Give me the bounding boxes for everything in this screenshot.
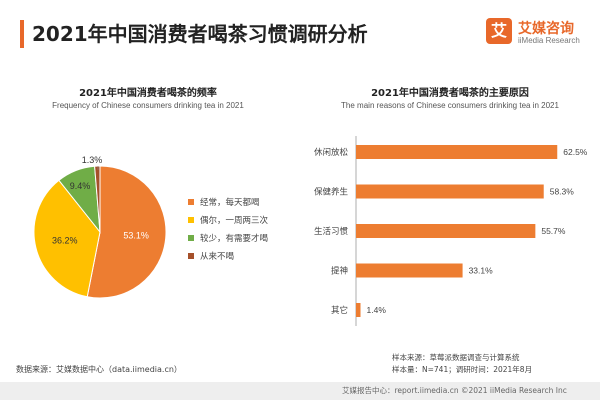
legend-swatch: [188, 235, 194, 241]
pie-slice-label: 1.3%: [82, 155, 103, 165]
data-source: 数据来源：艾媒数据中心（data.iimedia.cn）: [16, 365, 182, 374]
bar-value-label: 55.7%: [541, 226, 566, 236]
bar-value-label: 33.1%: [469, 266, 494, 276]
bottom-bar: 艾媒报告中心：report.iimedia.cn ©2021 iiMedia R…: [0, 382, 600, 400]
legend-label: 较少，有需要才喝: [200, 234, 269, 244]
pie-slice-label: 36.2%: [52, 236, 78, 246]
bar: [356, 145, 558, 159]
legend-swatch: [188, 253, 194, 259]
bar: [356, 184, 544, 199]
legend-swatch: [188, 217, 194, 223]
brand-logo: 艾 艾媒咨询 iiMedia Research: [486, 18, 596, 50]
legend-swatch: [188, 199, 194, 205]
logo-icon: 艾: [486, 18, 512, 44]
bar: [356, 224, 536, 238]
bar-chart-title: 2021年中国消费者喝茶的主要原因: [371, 88, 529, 99]
bar-category-label: 生活习惯: [314, 226, 349, 237]
pie-slice: [33, 179, 101, 298]
legend-label: 从来不喝: [200, 252, 235, 262]
bar: [356, 303, 361, 317]
sample-source: 样本来源：草莓派数据调查与计算系统: [392, 353, 520, 362]
report-center-text: 艾媒报告中心：report.iimedia.cn ©2021 iiMedia R…: [342, 386, 567, 395]
pie-slice: [94, 165, 101, 233]
pie-slice-label: 9.4%: [70, 181, 91, 191]
bar-category-label: 提神: [331, 266, 348, 277]
bar-category-label: 其它: [331, 305, 348, 316]
page-title: 2021年中国消费者喝茶习惯调研分析: [32, 22, 368, 46]
pie-slice: [86, 165, 167, 299]
pie-chart-title: 2021年中国消费者喝茶的频率: [79, 88, 217, 99]
bar-value-label: 58.3%: [550, 187, 575, 197]
bar: [356, 263, 463, 278]
pie-chart: 53.1% 36.2% 9.4% 1.3%: [33, 155, 167, 299]
bar-value-label: 62.5%: [563, 147, 588, 157]
logo-subtitle: iiMedia Research: [518, 36, 580, 45]
sample-size: 样本量：N=741；调研时间：2021年8月: [392, 365, 533, 374]
bar-category-label: 休闲放松: [314, 147, 349, 158]
pie-slice-label: 53.1%: [123, 231, 149, 241]
logo-name: 艾媒咨询: [518, 21, 574, 37]
legend-label: 经常，每天都喝: [200, 198, 260, 208]
pie-chart-subtitle: Frequency of Chinese consumers drinking …: [52, 101, 244, 110]
bar-category-label: 保健养生: [314, 187, 349, 198]
title-accent-bar: [20, 20, 24, 48]
bar-value-label: 1.4%: [367, 305, 387, 315]
sample-info-box: 样本来源：草莓派数据调查与计算系统 样本量：N=741；调研时间：2021年8月: [392, 352, 592, 376]
legend-label: 偶尔，一周两三次: [200, 216, 269, 226]
bar-chart: 休闲放松 62.5% 保健养生 58.3% 生活习惯 55.7% 提神 33.1% 其它 1.4%: [314, 136, 588, 326]
bar-chart-subtitle: The main reasons of Chinese consumers dr…: [341, 101, 559, 110]
